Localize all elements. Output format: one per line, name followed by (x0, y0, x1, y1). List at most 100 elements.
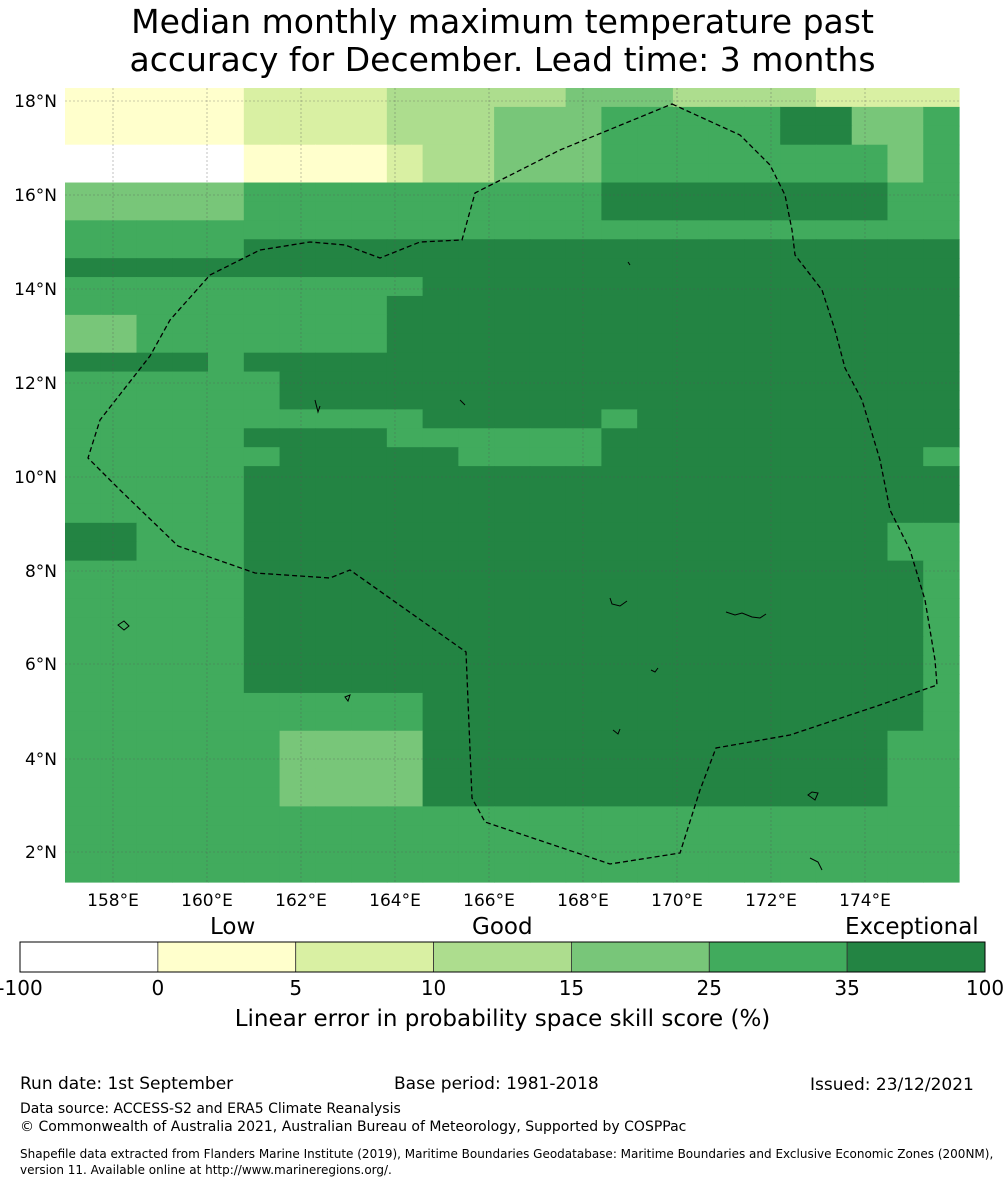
grid-cell (923, 692, 960, 713)
grid-cell (494, 598, 531, 618)
grid-cell (100, 844, 138, 864)
grid-cell (672, 522, 710, 543)
grid-cell (887, 844, 924, 864)
grid-cell (601, 863, 638, 883)
grid-cell (351, 730, 388, 751)
grid-cell (565, 692, 602, 713)
latitude-label: 4°N (25, 750, 57, 770)
grid-cell (529, 182, 567, 203)
grid-cell (351, 863, 388, 883)
grid-cell (172, 428, 209, 448)
grid-cell (279, 428, 316, 448)
grid-cell (279, 314, 316, 335)
grid-cell (637, 485, 674, 505)
grid-cell (601, 314, 638, 335)
grid-cell (744, 409, 781, 429)
grid-cell (172, 485, 209, 505)
grid-cell (136, 522, 173, 543)
grid-cell (923, 730, 960, 751)
grid-cell (422, 844, 459, 864)
grid-cell (637, 182, 674, 203)
grid-cell (529, 522, 567, 543)
grid-cell (315, 844, 352, 864)
grid-cell (923, 711, 960, 732)
grid-cell (494, 787, 531, 807)
grid-cell (65, 844, 102, 864)
grid-cell (422, 163, 459, 184)
grid-cell (923, 144, 960, 165)
grid-cell (351, 598, 388, 618)
grid-cell (672, 163, 710, 184)
grid-cell (637, 295, 674, 316)
grid-cell (422, 711, 459, 732)
grid-cell (494, 371, 531, 392)
grid-cell (887, 409, 924, 429)
grid-cell (780, 390, 817, 410)
grid-cell (422, 485, 459, 505)
grid-cell (172, 825, 209, 845)
grid-cell (494, 844, 531, 864)
grid-cell (744, 352, 781, 373)
grid-cell (172, 787, 209, 807)
grid-cell (279, 409, 316, 429)
grid-cell (601, 201, 638, 221)
grid-cell (494, 730, 531, 751)
grid-cell (243, 88, 281, 108)
grid-cell (923, 333, 960, 354)
grid-cell (351, 258, 388, 278)
grid-cell (744, 844, 781, 864)
grid-cell (100, 428, 138, 448)
grid-cell (637, 88, 674, 108)
grid-cell (386, 692, 424, 713)
grid-cell (601, 277, 638, 297)
grid-cell (208, 201, 245, 221)
grid-cell (422, 466, 459, 486)
grid-cell (637, 503, 674, 524)
grid-cell (708, 466, 746, 486)
grid-cell (315, 182, 352, 203)
latitude-label: 8°N (25, 562, 57, 582)
grid-cell (351, 636, 388, 656)
grid-cell (780, 239, 817, 259)
grid-cell (100, 314, 138, 335)
grid-cell (208, 182, 245, 203)
grid-cell (65, 409, 102, 429)
grid-cell (315, 636, 352, 656)
grid-cell (637, 560, 674, 581)
grid-cell (243, 503, 281, 524)
grid-cell (351, 768, 388, 789)
grid-cell (315, 485, 352, 505)
grid-cell (923, 617, 960, 637)
grid-cell (565, 730, 602, 751)
grid-cell (65, 201, 102, 221)
grid-cell (208, 749, 245, 770)
grid-cell (351, 560, 388, 581)
grid-cell (887, 201, 924, 221)
grid-cell (172, 390, 209, 410)
grid-cell (351, 428, 388, 448)
grid-cell (529, 768, 567, 789)
grid-cell (601, 560, 638, 581)
grid-cell (243, 390, 281, 410)
grid-cell (851, 655, 889, 675)
grid-cell (780, 371, 817, 392)
grid-cell (887, 428, 924, 448)
grid-cell (887, 220, 924, 240)
grid-cell (422, 371, 459, 392)
grid-cell (565, 239, 602, 259)
grid-cell (637, 522, 674, 543)
longitude-label: 158°E (87, 891, 139, 911)
grid-cell (100, 560, 138, 581)
grid-cell (815, 692, 853, 713)
grid-cell (65, 863, 102, 883)
grid-cell (887, 579, 924, 600)
grid-cell (100, 390, 138, 410)
grid-cell (315, 787, 352, 807)
grid-cell (601, 220, 638, 240)
grid-cell (851, 390, 889, 410)
grid-cell (565, 825, 602, 845)
grid-cell (851, 844, 889, 864)
grid-cell (208, 485, 245, 505)
grid-cell (565, 579, 602, 600)
grid-cell (100, 106, 138, 127)
